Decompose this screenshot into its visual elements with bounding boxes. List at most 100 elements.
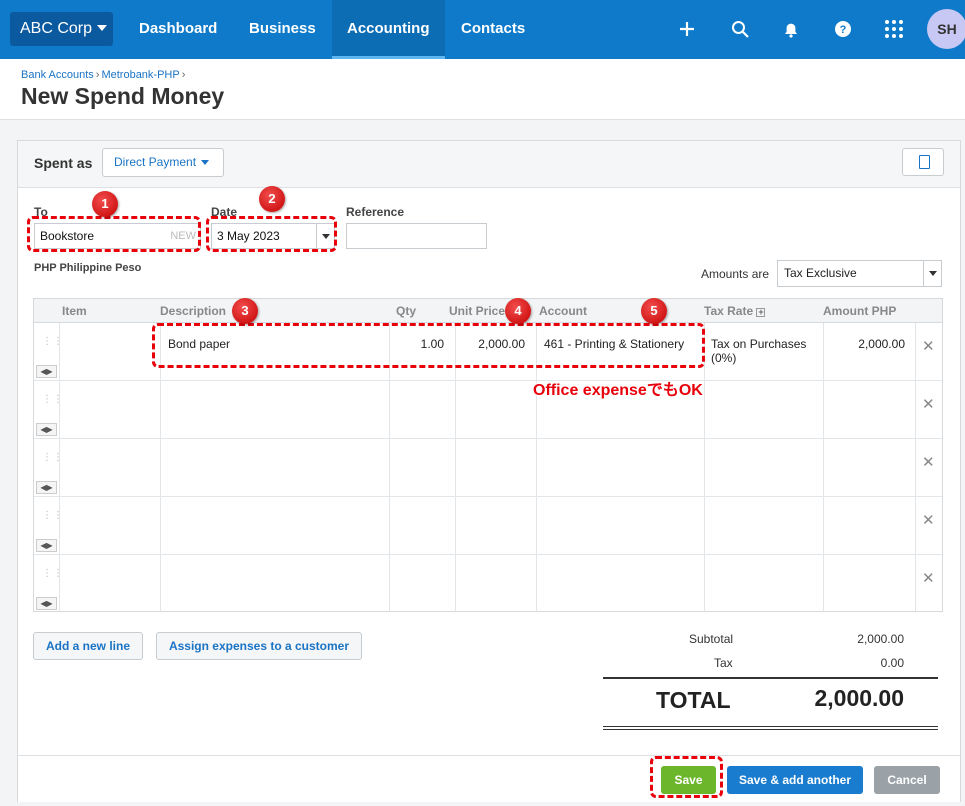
row-unit-price[interactable]: 2,000.00 [478,337,525,351]
save-button[interactable]: Save [661,766,716,794]
highlight-to-field [27,216,201,252]
delete-row-icon[interactable]: ✕ [922,454,935,471]
col-description: Description [160,304,227,318]
drag-handle-icon[interactable]: ⋮⋮ [42,336,64,347]
table-row[interactable]: ⋮⋮ ◀▶ ✕ [34,381,942,439]
total-label: TOTAL [656,687,731,713]
line-items-table: Item Description Qty Unit Price Account … [33,298,943,612]
scroll-arrows-icon[interactable]: ◀▶ [36,539,57,552]
nav-dashboard[interactable]: Dashboard [139,20,218,37]
table-header: Item Description Qty Unit Price Account … [34,299,942,323]
scroll-arrows-icon[interactable]: ◀▶ [36,597,57,610]
row-amount: 2,000.00 [858,337,905,351]
spent-as-bar: Spent as Direct Payment [18,141,960,188]
amounts-are-select[interactable]: Tax Exclusive [777,260,942,287]
drag-handle-icon[interactable]: ⋮⋮ [42,452,64,463]
to-value: Bookstore [40,229,95,243]
date-value: 3 May 2023 [217,229,280,243]
date-field[interactable]: 3 May 2023 [211,223,335,249]
save-and-add-another-button[interactable]: Save & add another [727,766,863,794]
drag-handle-icon[interactable]: ⋮⋮ [42,568,64,579]
document-icon [919,155,930,169]
delete-row-icon[interactable]: ✕ [922,512,935,529]
highlight-line-item [152,323,705,368]
reference-label: Reference [346,205,405,219]
row-description[interactable]: Bond paper [168,337,231,351]
step-badge-2: 2 [259,186,285,212]
organization-name: ABC Corp [20,20,93,37]
step-badge-1: 1 [92,191,118,217]
delete-row-icon[interactable]: ✕ [922,570,935,587]
currency-label: PHP Philippine Peso [34,262,142,274]
row-tax-rate-name: Tax on Purchases [711,337,807,351]
nav-accounting[interactable]: Accounting [332,0,445,59]
col-amount: Amount PHP [823,304,897,318]
apps-grid-icon[interactable] [882,17,906,41]
scroll-arrows-icon[interactable]: ◀▶ [36,481,57,494]
plus-icon[interactable] [675,17,699,41]
tax-value: 0.00 [880,656,904,670]
copy-button[interactable] [902,148,944,176]
calendar-dropdown-icon[interactable] [316,224,334,248]
step-badge-3: 3 [232,298,258,324]
col-account: Account [539,304,587,318]
assign-expenses-button[interactable]: Assign expenses to a customer [156,632,362,660]
total-double-line-bottom [603,729,938,730]
col-item: Item [62,304,87,318]
bell-icon[interactable] [779,17,803,41]
add-new-line-button[interactable]: Add a new line [33,632,143,660]
amounts-are-value: Tax Exclusive [784,266,857,280]
spent-as-value: Direct Payment [114,155,197,169]
chevron-down-icon [923,261,941,286]
annotation-note: Office expenseでもOK [533,382,703,399]
total-value: 2,000.00 [814,685,904,711]
tax-label: Tax [714,656,733,670]
to-label: To [34,205,48,219]
organization-switcher[interactable]: ABC Corp [10,12,113,46]
form-footer: Save Save & add another Cancel [18,755,960,802]
amounts-are-label: Amounts are [701,267,770,281]
spend-money-form: Spent as Direct Payment To Bookstore NEW… [17,140,961,802]
new-contact-tag: NEW [170,230,196,242]
subtotal-value: 2,000.00 [857,632,904,646]
row-tax-rate-percent: (0%) [711,351,737,365]
col-tax-rate: Tax Rate + [704,304,766,318]
help-icon[interactable]: ? [831,17,855,41]
spent-as-label: Spent as [34,155,93,171]
col-tax-rate-label: Tax Rate [704,304,754,318]
drag-handle-icon[interactable]: ⋮⋮ [42,394,64,405]
delete-row-icon[interactable]: ✕ [922,338,935,355]
table-row[interactable]: ⋮⋮ ◀▶ ✕ [34,497,942,555]
highlight-date-field [206,216,337,252]
nav-contacts[interactable]: Contacts [461,20,526,37]
breadcrumb-link-bank-accounts[interactable]: Bank Accounts [21,69,94,81]
row-qty[interactable]: 1.00 [420,337,444,351]
table-row[interactable]: ⋮⋮ ◀▶ Bond paper 1.00 2,000.00 461 - Pri… [34,323,942,381]
col-unit-price: Unit Price [449,304,506,318]
user-avatar[interactable]: SH [927,9,965,49]
page-title: New Spend Money [21,83,225,109]
date-label: Date [211,205,238,219]
nav-business[interactable]: Business [249,20,316,37]
total-double-line-top [603,726,938,727]
table-row[interactable]: ⋮⋮ ◀▶ ✕ [34,555,942,613]
drag-handle-icon[interactable]: ⋮⋮ [42,510,64,521]
scroll-arrows-icon[interactable]: ◀▶ [36,365,57,378]
col-qty: Qty [396,304,417,318]
expand-plus-icon[interactable]: + [756,307,766,317]
breadcrumb: Bank Accounts › Metrobank-PHP › [21,69,186,81]
cancel-button[interactable]: Cancel [874,766,940,794]
scroll-arrows-icon[interactable]: ◀▶ [36,423,57,436]
delete-row-icon[interactable]: ✕ [922,396,935,413]
breadcrumb-link-metrobank[interactable]: Metrobank-PHP [101,69,180,81]
row-account[interactable]: 461 - Printing & Stationery [544,337,685,351]
svg-text:?: ? [840,24,847,36]
search-icon[interactable] [728,17,752,41]
row-tax-rate[interactable]: Tax on Purchases (0%) [711,337,806,365]
step-badge-4: 4 [505,298,531,324]
spent-as-dropdown[interactable]: Direct Payment [102,148,224,177]
reference-field[interactable] [346,223,487,249]
table-row[interactable]: ⋮⋮ ◀▶ ✕ [34,439,942,497]
to-field[interactable]: Bookstore NEW [34,223,201,249]
chevron-down-icon [97,25,108,31]
